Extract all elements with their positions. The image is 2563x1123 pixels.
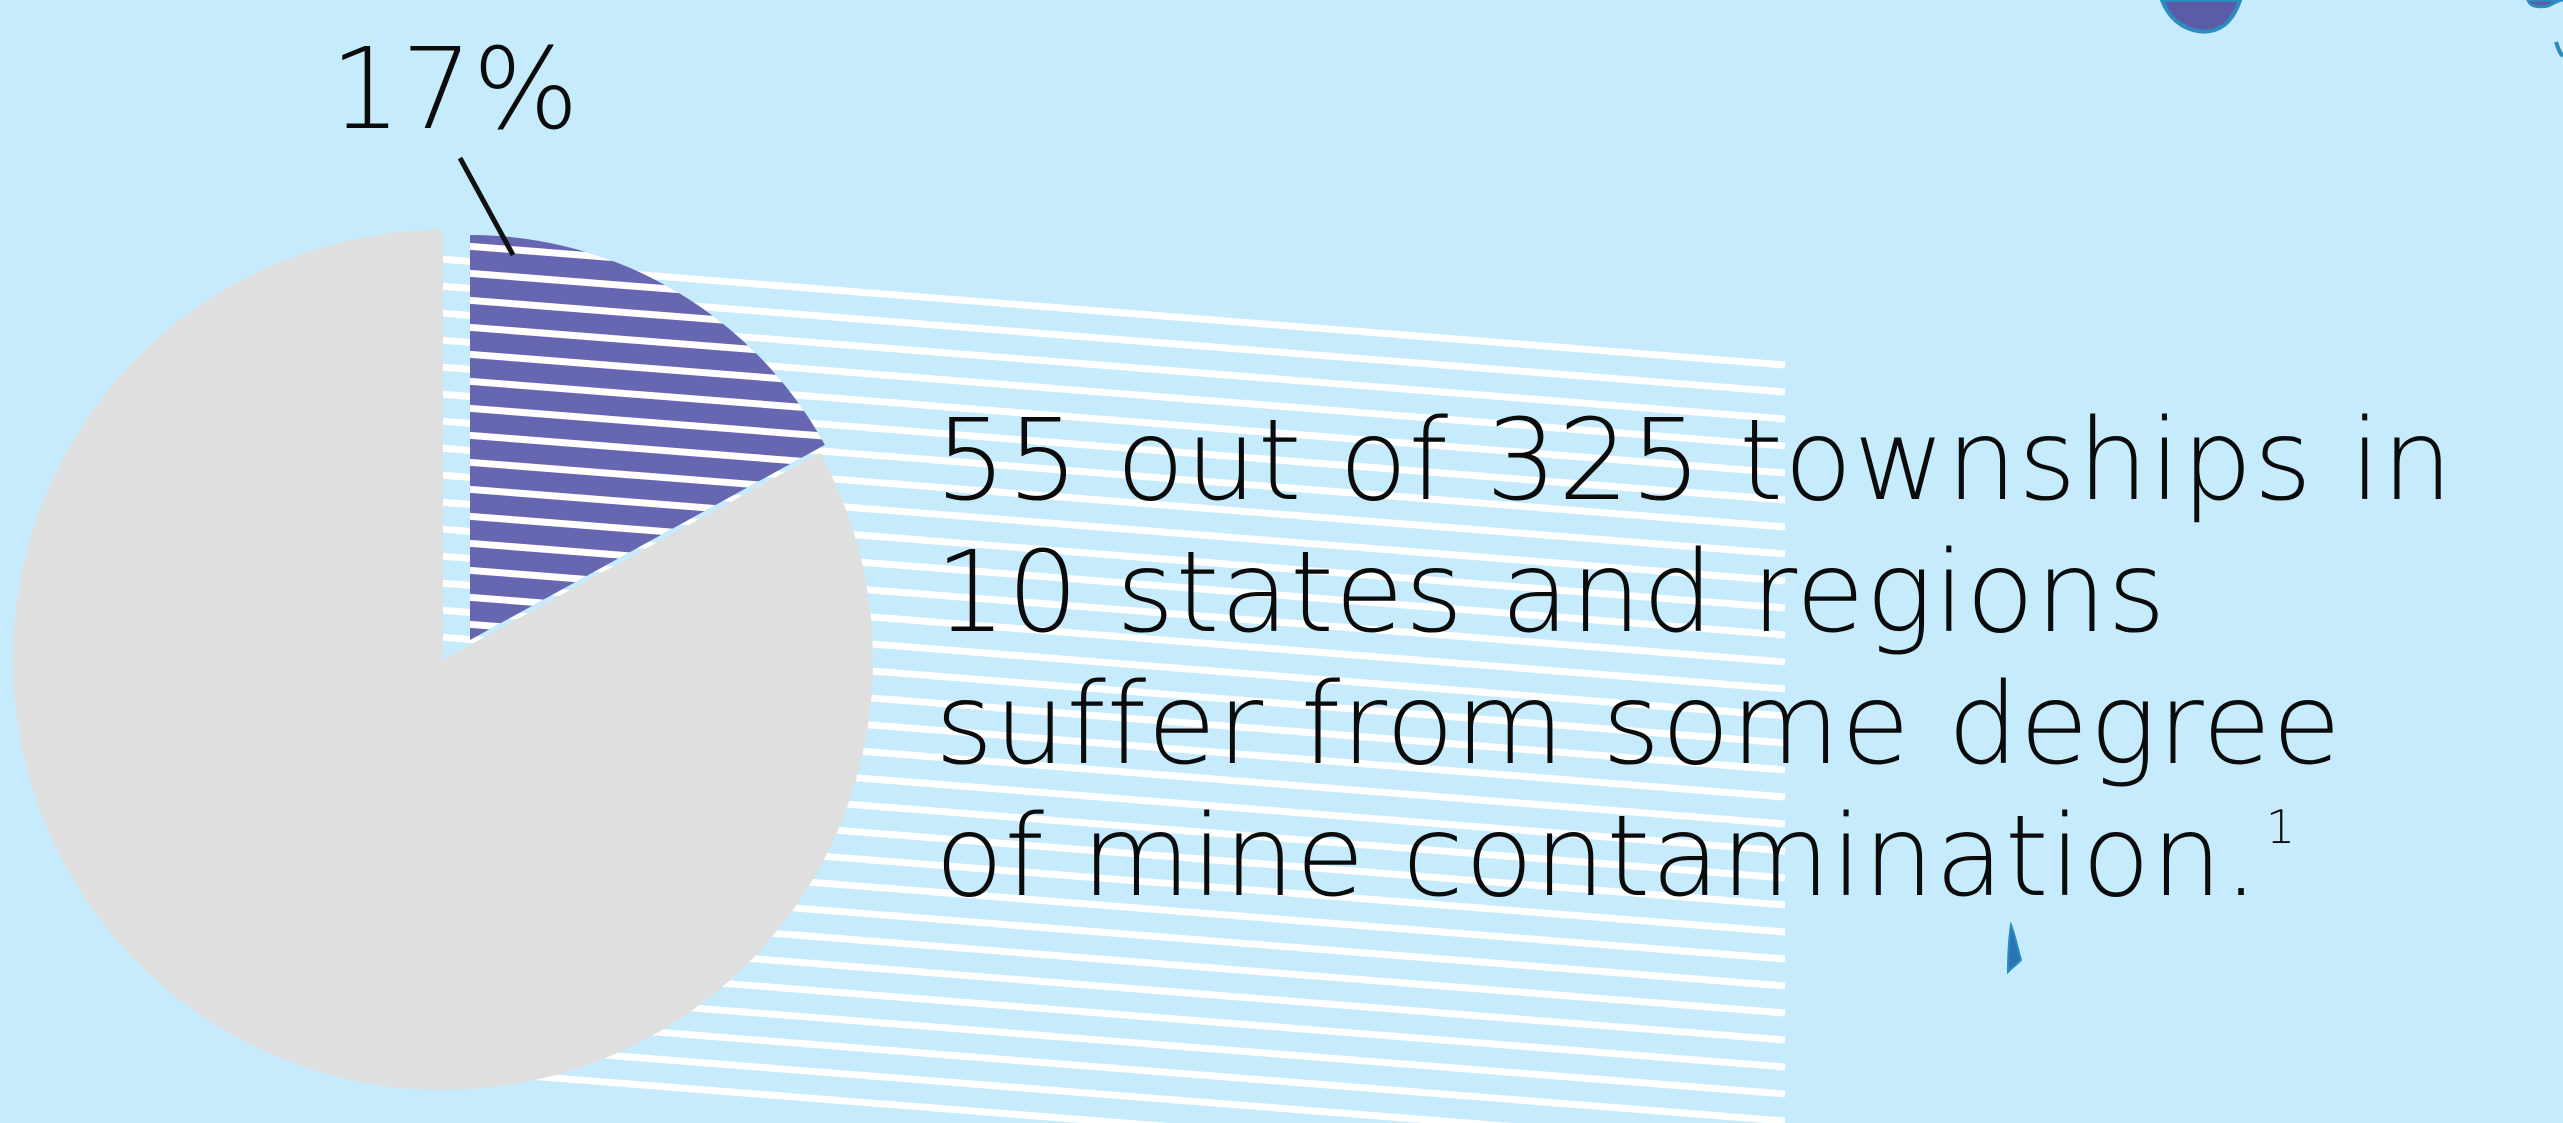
slice-percent-label: 17% bbox=[330, 25, 579, 155]
statement-line-4: of mine contamination. 1 bbox=[935, 791, 2555, 923]
map-fragments bbox=[2006, 0, 2563, 975]
statement-line-1: 55 out of 325 townships in bbox=[935, 396, 2454, 526]
footnote-marker: 1 bbox=[2265, 800, 2297, 854]
map-island-right bbox=[2526, 0, 2563, 9]
label-leader-line bbox=[457, 156, 516, 257]
statement-line-3: suffer from some degree bbox=[935, 660, 2343, 790]
map-island-top bbox=[2159, 0, 2243, 34]
statement-text: 55 out of 325 townships in 10 states and… bbox=[935, 395, 2555, 923]
map-coast-right bbox=[2554, 41, 2563, 58]
stripe-line bbox=[324, 1056, 1170, 1123]
statement-line-4-text: of mine contamination. bbox=[935, 792, 2260, 922]
statement-line-2: 10 states and regions bbox=[935, 528, 2167, 658]
pie-slice-main bbox=[12, 230, 873, 1090]
map-island-small bbox=[2006, 921, 2023, 975]
